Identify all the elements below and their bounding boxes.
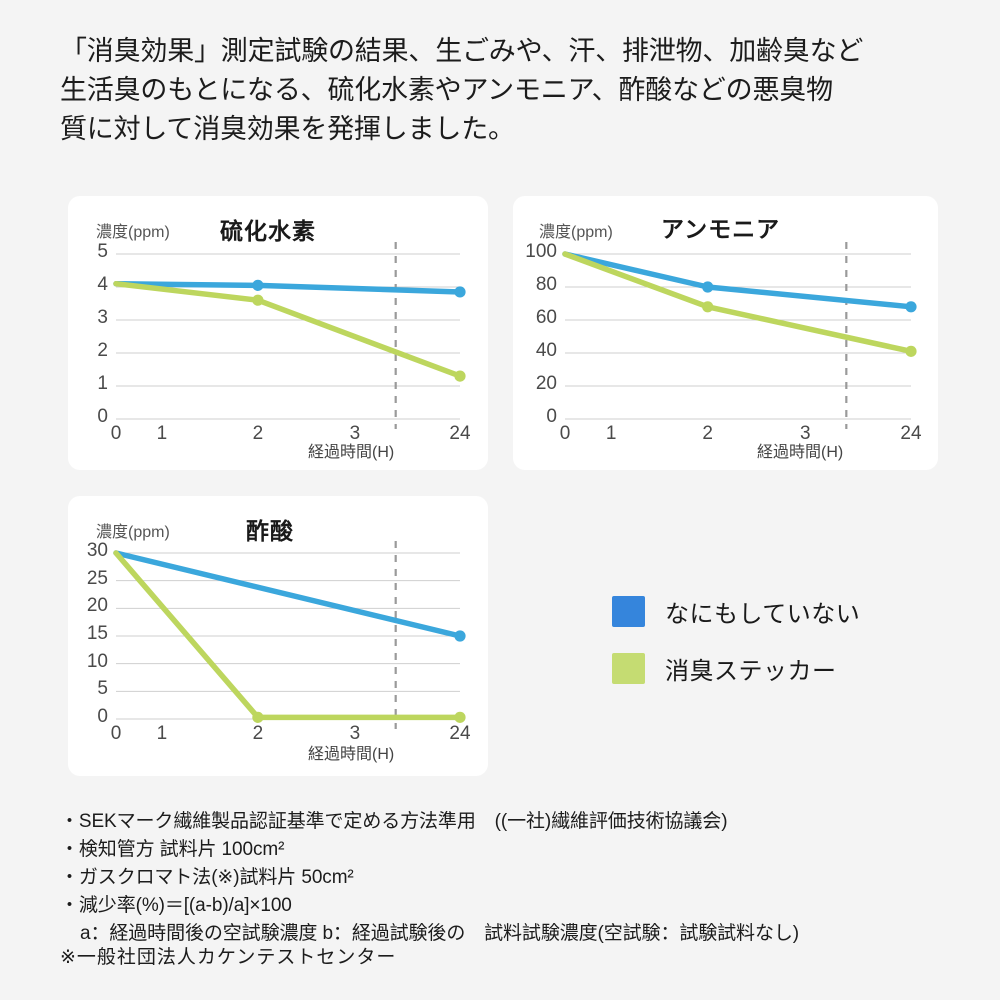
legend-swatch-untreated	[612, 596, 645, 627]
y-axis-caption: 濃度(ppm)	[96, 524, 170, 541]
y-tick-label: 4	[97, 274, 108, 295]
data-point	[702, 301, 714, 313]
legend-swatch-sticker	[612, 653, 645, 684]
legend-item-untreated: なにもしていない	[612, 594, 860, 629]
data-point	[702, 281, 714, 293]
chart-card-hydrogen-sulfide: 濃度(ppm) 硫化水素経過時間(H) 5 4 3 2 1 0 0 1 2 3 24	[68, 196, 488, 470]
y-tick-label: 5	[97, 241, 108, 262]
legend-label-sticker: 消臭ステッカー	[665, 658, 837, 685]
y-tick-label: 0	[97, 406, 108, 427]
data-point	[454, 711, 466, 723]
y-axis-caption: 濃度(ppm)	[539, 224, 613, 241]
intro-line-2: 生活臭のもとになる、硫化水素やアンモニア、酢酸などの悪臭物	[60, 75, 833, 106]
series-line-sticker	[113, 550, 463, 721]
x-tick-label: 3	[349, 423, 361, 444]
legend-item-sticker: 消臭ステッカー	[612, 651, 860, 686]
y-tick-label: 25	[86, 567, 108, 589]
x-tick-label: 3	[349, 723, 361, 744]
chart-acetic-acid: 濃度(ppm) 酢酸経過時間(H) 30 25 20 15 10 5 0 0 1 2 3 24	[68, 496, 488, 776]
y-tick-label: 100	[525, 241, 557, 262]
y-tick-label: 5	[97, 678, 108, 700]
series-line-untreated	[113, 550, 463, 639]
series-line-sticker	[113, 280, 463, 379]
y-tick-label: 0	[546, 406, 557, 427]
chart-card-ammonia: 濃度(ppm) アンモニア経過時間(H) 100 80 60 40 20 0 0 1 2 3 24	[513, 196, 938, 470]
chart-hydrogen-sulfide: 濃度(ppm) 硫化水素経過時間(H) 5 4 3 2 1 0 0 1 2 3 24	[68, 196, 488, 470]
y-tick-label: 10	[86, 650, 108, 672]
x-tick-label: 24	[900, 423, 922, 444]
x-axis-caption: 経過時間(H)	[757, 444, 844, 461]
intro-line-1: 「消臭効果」測定試験の結果、生ごみや、汗、排泄物、加齢臭など	[60, 36, 864, 66]
data-point	[454, 286, 466, 298]
y-tick-label: 80	[535, 274, 557, 295]
data-point	[454, 630, 466, 642]
y-tick-label: 20	[535, 373, 557, 394]
y-tick-label: 1	[97, 373, 108, 394]
x-axis-caption: 経過時間(H)	[308, 444, 395, 461]
note-line-4: ・減少率(%)＝[(a-b)/a]×100	[60, 894, 292, 916]
x-tick-label: 1	[156, 723, 168, 744]
x-tick-label: 2	[252, 723, 264, 744]
y-tick-label: 20	[86, 595, 108, 617]
chart-plot-hydrogen-sulfide	[113, 242, 466, 429]
y-axis-caption: 濃度(ppm)	[96, 224, 170, 241]
x-tick-label: 1	[156, 423, 168, 444]
intro-line-3: 質に対して消臭効果を発揮しました。	[60, 114, 515, 145]
test-method-notes: ・SEKマーク繊維製品認証基準で定める方法準用 ((一社)繊維評価技術協議会) …	[60, 808, 960, 948]
note-line-2: ・検知管方 試料片 100cm²	[60, 838, 285, 860]
x-tick-label: 24	[449, 423, 471, 444]
y-tick-label: 40	[535, 340, 557, 361]
note-line-1: ・SEKマーク繊維製品認証基準で定める方法準用 ((一社)繊維評価技術協議会)	[60, 811, 728, 832]
series-line-untreated	[562, 251, 914, 310]
chart-plot-ammonia	[562, 242, 917, 429]
y-tick-label: 30	[86, 540, 108, 561]
x-tick-label: 0	[559, 423, 571, 444]
data-point	[454, 370, 466, 382]
x-tick-label: 24	[449, 723, 471, 744]
data-point	[905, 301, 917, 313]
y-tick-label: 3	[97, 307, 108, 328]
x-tick-label: 3	[799, 423, 811, 444]
chart-title-ammonia: アンモニア	[661, 216, 781, 242]
data-point	[905, 345, 917, 357]
data-point	[252, 294, 264, 306]
chart-plot-acetic-acid	[113, 541, 466, 729]
x-tick-label: 2	[702, 423, 713, 444]
data-point	[252, 711, 264, 723]
intro-paragraph: 「消臭効果」測定試験の結果、生ごみや、汗、排泄物、加齢臭など 生活臭のもとになる…	[60, 32, 960, 149]
chart-title-hydrogen-sulfide: 硫化水素	[220, 218, 316, 244]
y-tick-label: 2	[97, 340, 108, 361]
chart-ammonia: 濃度(ppm) アンモニア経過時間(H) 100 80 60 40 20 0 0 1 2 3 24	[513, 196, 938, 470]
x-tick-label: 0	[110, 723, 122, 744]
note-line-3: ・ガスクロマト法(※)試料片 50cm²	[60, 866, 354, 888]
chart-title-acetic-acid: 酢酸	[246, 518, 294, 544]
chart-legend: なにもしていない 消臭ステッカー	[612, 594, 860, 708]
y-tick-label: 60	[535, 307, 557, 328]
x-tick-label: 0	[110, 423, 122, 444]
x-tick-label: 1	[605, 423, 617, 444]
x-axis-caption: 経過時間(H)	[308, 746, 395, 763]
y-tick-label: 15	[86, 623, 108, 644]
legend-label-untreated: なにもしていない	[665, 601, 861, 628]
data-point	[252, 279, 264, 291]
chart-card-acetic-acid: 濃度(ppm) 酢酸経過時間(H) 30 25 20 15 10 5 0 0 1 2 3 24	[68, 496, 488, 776]
source-note: ※一般社団法人カケンテストセンター	[60, 947, 397, 968]
y-tick-label: 0	[97, 706, 108, 727]
note-line-5: a：経過時間後の空試験濃度 b：経過試験後の 試料試験濃度(空試験：試験試料なし…	[80, 922, 799, 944]
x-tick-label: 2	[252, 423, 264, 444]
